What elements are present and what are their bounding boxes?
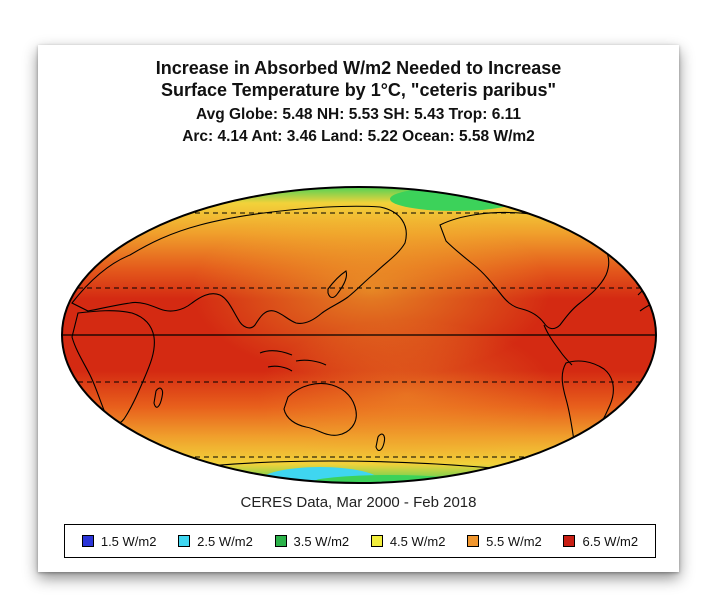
stats-line-2: Arc: 4.14 Ant: 3.46 Land: 5.22 Ocean: 5.… xyxy=(182,128,535,145)
legend-label: 1.5 W/m2 xyxy=(100,533,157,549)
legend-label: 3.5 W/m2 xyxy=(293,533,350,549)
color-legend: 1.5 W/m2 2.5 W/m2 3.5 W/m2 4.5 W/m2 5.5 … xyxy=(64,524,656,558)
legend-item: 4.5 W/m2 xyxy=(370,533,446,549)
stats-line-1: Avg Globe: 5.48 NH: 5.53 SH: 5.43 Trop: … xyxy=(195,106,522,123)
legend-item: 2.5 W/m2 xyxy=(178,534,253,549)
world-map xyxy=(60,185,658,490)
legend-swatch xyxy=(467,535,480,547)
legend-swatch xyxy=(178,535,191,547)
legend-item: 1.5 W/m2 xyxy=(81,533,157,549)
legend-swatch xyxy=(563,535,576,547)
data-source-caption: CERES Data, Mar 2000 - Feb 2018 xyxy=(240,494,477,511)
legend-item: 3.5 W/m2 xyxy=(274,533,350,549)
legend-swatch xyxy=(370,535,383,547)
map-border xyxy=(61,186,657,484)
title-line-1: Increase in Absorbed W/m2 Needed to Incr… xyxy=(155,58,562,78)
legend-swatch xyxy=(274,535,287,547)
legend-item: 6.5 W/m2 xyxy=(563,534,638,549)
legend-item: 5.5 W/m2 xyxy=(467,534,542,549)
legend-swatch xyxy=(81,535,94,547)
arctic-region xyxy=(390,187,520,211)
legend-label: 4.5 W/m2 xyxy=(389,533,446,549)
figure-card: Increase in Absorbed W/m2 Needed to Incr… xyxy=(38,45,679,572)
legend-label: 6.5 W/m2 xyxy=(582,533,639,549)
title-line-2: Surface Temperature by 1°C, "ceteris par… xyxy=(160,80,557,100)
legend-label: 2.5 W/m2 xyxy=(197,533,253,549)
mollweide-map xyxy=(61,186,657,484)
legend-label: 5.5 W/m2 xyxy=(486,533,542,549)
